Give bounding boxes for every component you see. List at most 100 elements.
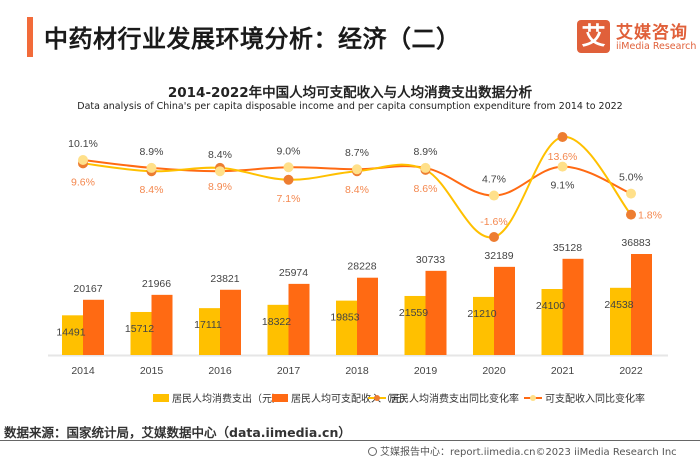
bar-label-expenditure: 24100 [536,300,565,312]
page-title: 中药材行业发展环境分析：经济（二） [44,25,461,53]
point-income-rate [352,164,362,175]
chart-title: 2014-2022年中国人均可支配收入与人均消费支出数据分析 [167,85,533,101]
point-income-rate [626,188,636,199]
footer-text: 艾媒报告中心：report.iimedia.cn©2023 iiMedia Re… [380,447,677,458]
point-expenditure-rate [489,232,499,242]
bar-label-income: 23821 [210,273,239,285]
bar-income [494,266,515,355]
bar-expenditure [130,311,152,355]
bar-income [357,277,378,355]
legend-item-income: 居民人均可支配收入（元） [272,390,411,405]
iimedia-logo: 艾 艾媒咨询 iiMedia Research [577,18,697,58]
legend-swatch-expenditure [153,393,169,402]
point-expenditure-rate [626,209,636,220]
chart-legend: 居民人均消费支出（元） 居民人均可支配收入（元） 居民人均消费支出同比变化率 可… [0,390,700,406]
legend-item-expenditure: 居民人均消费支出（元） [153,390,282,405]
legend-line-marker-income-rate [524,394,542,402]
data-label-expenditure-rate: 8.9% [208,181,232,193]
data-label-expenditure-rate: -1.6% [480,216,507,228]
logo-mark-icon: 艾 [577,20,610,53]
data-label-income-rate: 8.9% [140,146,164,158]
legend-label: 可支配收入同比变化率 [545,394,645,405]
bar-label-expenditure: 21210 [467,308,496,320]
x-tick-label: 2021 [551,365,575,377]
bar-income [288,283,310,355]
bar-expenditure [610,287,631,355]
point-income-rate [420,162,431,173]
data-label-income-rate: 8.7% [345,147,369,159]
bar-income [562,258,584,355]
x-tick-label: 2018 [345,365,369,377]
data-label-expenditure-rate: 7.1% [277,193,301,205]
bar-label-expenditure: 19853 [330,312,359,324]
bar-income [151,294,173,355]
data-label-expenditure-rate: 8.4% [345,184,369,196]
bar-expenditure [267,304,289,355]
legend-swatch-income [272,393,288,402]
x-tick-label: 2020 [482,365,506,377]
bar-income [631,254,652,355]
bar-expenditure [473,296,494,355]
x-tick-label: 2017 [277,365,301,377]
bar-expenditure [541,289,563,355]
data-source: 数据来源：国家统计局，艾媒数据中心（data.iimedia.cn） [4,425,351,440]
combo-chart: 14491 20167 2014 15712 21966 2015 17111 23821 20… [48,132,668,377]
logo-name-cn: 艾媒咨询 [616,23,688,43]
legend-label: 居民人均可支配收入（元） [291,394,411,405]
data-label-income-rate: 8.9% [414,146,438,158]
bar-expenditure [336,300,357,355]
bar-label-expenditure: 15712 [125,323,154,335]
bar-label-expenditure: 18322 [262,316,291,328]
data-label-income-rate: 8.4% [208,149,232,161]
legend-label: 居民人均消费支出（元） [172,394,282,405]
legend-label: 居民人均消费支出同比变化率 [389,394,519,405]
legend-item-income-rate: 可支配收入同比变化率 [524,390,645,405]
bar-label-expenditure: 14491 [56,326,85,338]
title-accent-bar [27,17,33,57]
point-income-rate [283,162,294,173]
point-expenditure-rate [283,174,294,185]
data-label-expenditure-rate: 13.6% [548,151,578,163]
line-expenditure-rate [82,135,632,239]
chart-subtitle: Data analysis of China's per capita disp… [77,101,623,112]
bar-label-income: 28228 [347,261,376,273]
logo-name-en: iiMedia Research [616,41,697,52]
point-income-rate [557,161,568,172]
point-income-rate [78,155,88,166]
data-label-income-rate: 9.0% [277,145,301,157]
bar-income [220,289,241,355]
bar-expenditure [404,295,426,355]
data-label-income-rate: 10.1% [68,138,98,150]
legend-line-marker-expenditure-rate [368,394,386,402]
data-label-expenditure-rate: 9.6% [71,176,95,188]
x-tick-label: 2015 [140,365,164,377]
point-expenditure-rate [557,132,568,142]
footer-divider [0,440,700,441]
bar-label-income: 32189 [484,250,513,262]
point-income-rate [215,166,225,177]
legend-item-expenditure-rate: 居民人均消费支出同比变化率 [368,390,519,405]
bar-label-expenditure: 21559 [399,307,428,319]
data-label-income-rate: 9.1% [551,180,575,192]
point-income-rate [489,190,499,201]
bar-label-income: 20167 [73,283,102,295]
point-income-rate [146,162,157,173]
bar-label-expenditure: 24538 [604,299,633,311]
data-label-income-rate: 4.7% [482,174,506,186]
bar-income [83,299,104,355]
bar-label-expenditure: 17111 [194,319,222,331]
bar-label-income: 36883 [621,237,650,249]
data-label-expenditure-rate: 8.6% [414,183,438,195]
bar-label-income: 25974 [279,267,308,279]
x-tick-label: 2019 [414,365,438,377]
bar-label-income: 35128 [553,242,582,254]
x-tick-label: 2014 [71,365,95,377]
data-label-expenditure-rate: 1.8% [638,210,662,222]
data-label-income-rate: 5.0% [619,172,643,184]
bar-label-income: 30733 [416,254,445,266]
x-tick-label: 2022 [619,365,643,377]
bar-expenditure [62,315,83,355]
x-tick-label: 2016 [208,365,232,377]
data-label-expenditure-rate: 8.4% [140,184,164,196]
bar-label-income: 21966 [142,278,171,290]
